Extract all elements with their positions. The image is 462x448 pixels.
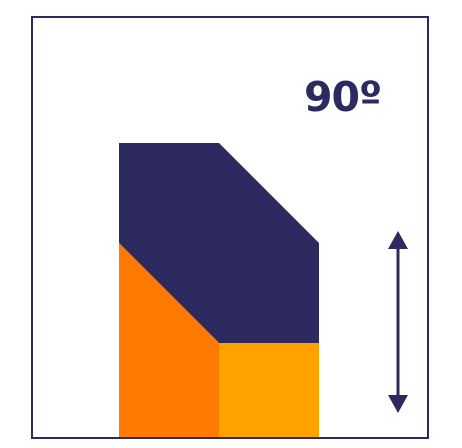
angle-label: 90º xyxy=(304,73,382,121)
diagram-frame: 90º xyxy=(31,16,429,439)
vertical-arrow-bottom-head xyxy=(388,395,408,413)
lower-left-orange-section xyxy=(119,243,219,437)
double-headed-vertical-arrow-icon xyxy=(388,231,408,413)
lower-right-orange-section xyxy=(219,343,319,437)
angled-block-illustration xyxy=(119,143,408,437)
vertical-arrow-top-head xyxy=(388,231,408,249)
